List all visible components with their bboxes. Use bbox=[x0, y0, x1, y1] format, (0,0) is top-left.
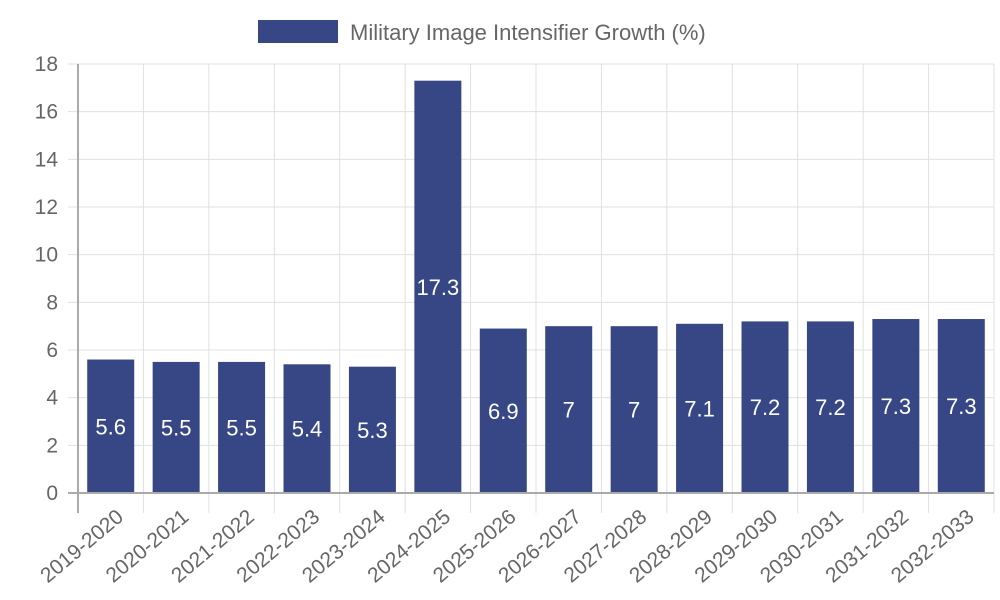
bar[interactable] bbox=[937, 319, 985, 493]
bar[interactable] bbox=[348, 366, 396, 493]
bar[interactable] bbox=[414, 80, 462, 493]
bar[interactable] bbox=[479, 328, 527, 493]
bar[interactable] bbox=[283, 364, 331, 493]
y-tick-label: 2 bbox=[46, 434, 58, 457]
bar-value-label: 7.3 bbox=[946, 394, 977, 419]
bar[interactable] bbox=[545, 326, 593, 493]
grid bbox=[68, 63, 995, 513]
bar[interactable] bbox=[806, 321, 854, 493]
axes: 0246810121416182019-20202020-20212021-20… bbox=[35, 53, 994, 587]
y-tick-label: 14 bbox=[35, 148, 59, 171]
y-tick-label: 18 bbox=[35, 53, 58, 76]
bar-value-label: 7.3 bbox=[881, 394, 912, 419]
y-tick-label: 12 bbox=[35, 196, 58, 219]
bar-value-label: 7 bbox=[628, 398, 640, 423]
legend-swatch bbox=[258, 20, 338, 43]
y-tick-label: 4 bbox=[46, 387, 58, 410]
bar[interactable] bbox=[676, 323, 724, 493]
bar[interactable] bbox=[152, 361, 200, 493]
bar-value-label: 7.2 bbox=[750, 395, 781, 420]
bar-value-label: 7.1 bbox=[684, 396, 715, 421]
bar[interactable] bbox=[610, 326, 658, 493]
y-tick-label: 8 bbox=[46, 291, 58, 314]
legend[interactable]: Military Image Intensifier Growth (%) bbox=[258, 20, 706, 45]
bars: 5.6 5.5 5.5 5.4 5.3 17.3 6.9 7 7 7.1 7.2 7.2 7.3 7.3 bbox=[87, 80, 985, 493]
bar-value-label: 7 bbox=[563, 398, 575, 423]
bar[interactable] bbox=[872, 319, 920, 493]
bar[interactable] bbox=[741, 321, 789, 493]
y-tick-label: 0 bbox=[46, 482, 58, 505]
legend-label: Military Image Intensifier Growth (%) bbox=[350, 20, 706, 45]
bar-value-label: 5.5 bbox=[161, 415, 192, 440]
bar-value-label: 5.3 bbox=[357, 418, 388, 443]
bar-value-label: 5.4 bbox=[292, 417, 323, 442]
bar-value-label: 17.3 bbox=[416, 275, 459, 300]
bar-value-label: 5.5 bbox=[226, 415, 257, 440]
y-tick-label: 6 bbox=[46, 339, 58, 362]
bar-value-label: 7.2 bbox=[815, 395, 846, 420]
y-tick-label: 16 bbox=[35, 101, 58, 124]
y-tick-label: 10 bbox=[35, 244, 58, 267]
bar-value-label: 5.6 bbox=[95, 414, 126, 439]
bar-value-label: 6.9 bbox=[488, 399, 519, 424]
bar[interactable] bbox=[218, 361, 266, 493]
bar[interactable] bbox=[87, 359, 135, 493]
